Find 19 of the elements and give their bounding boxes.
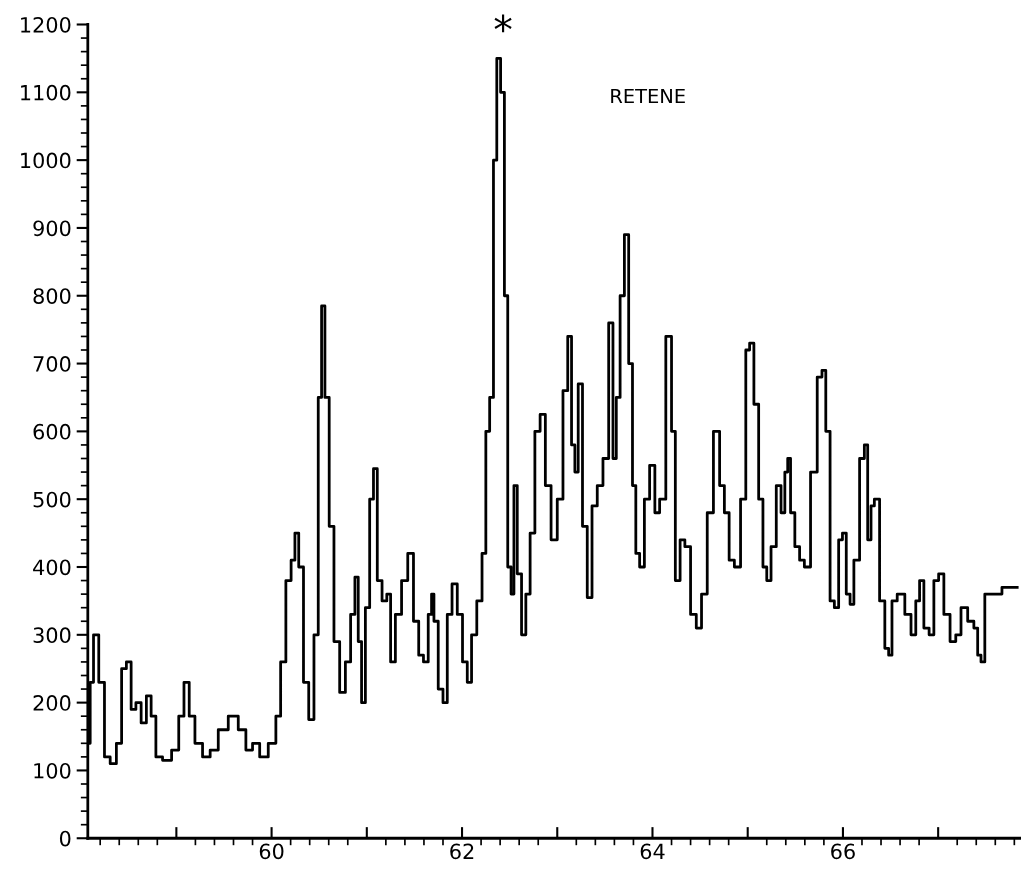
y-tick-label: 0 [59, 830, 71, 847]
y-tick-label: 800 [33, 288, 71, 304]
y-tick-label: 900 [33, 220, 71, 237]
y-tick-label: 500 [33, 491, 71, 508]
x-tick-label: 64 [640, 843, 665, 860]
y-tick-label: 700 [33, 356, 71, 372]
x-tick-label: 60 [259, 843, 284, 860]
x-tick-label: 66 [831, 843, 855, 860]
annotation: RETENE [611, 88, 685, 104]
y-tick-label: 200 [33, 695, 71, 711]
y-tick-label: 300 [33, 627, 71, 644]
y-tick-label: 1000 [21, 152, 71, 169]
y-tick-label: 600 [33, 423, 71, 440]
y-tick-label: 400 [33, 559, 71, 576]
annotation: * [494, 14, 512, 33]
y-tick-label: 1100 [21, 84, 71, 101]
y-tick-label: 100 [34, 762, 71, 779]
y-tick-label: 1200 [21, 16, 71, 33]
x-tick-label: 62 [450, 843, 474, 860]
